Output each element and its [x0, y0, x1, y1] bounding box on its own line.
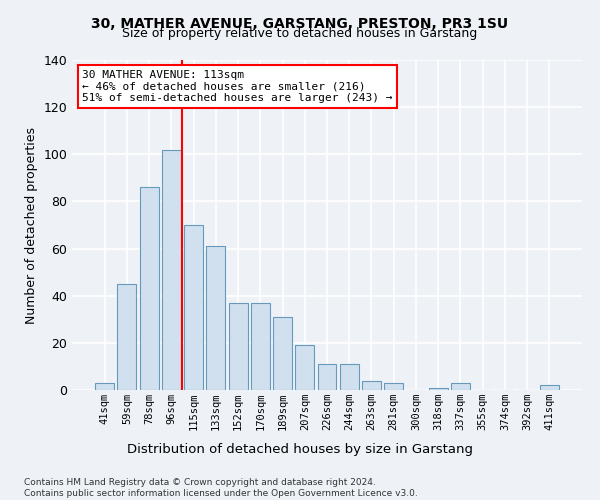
Text: Distribution of detached houses by size in Garstang: Distribution of detached houses by size … — [127, 442, 473, 456]
Bar — [273, 317, 292, 390]
Bar — [140, 188, 158, 390]
Bar — [118, 284, 136, 390]
Bar — [162, 150, 181, 390]
Bar — [251, 303, 270, 390]
Bar — [362, 380, 381, 390]
Y-axis label: Number of detached properties: Number of detached properties — [25, 126, 38, 324]
Text: 30 MATHER AVENUE: 113sqm
← 46% of detached houses are smaller (216)
51% of semi-: 30 MATHER AVENUE: 113sqm ← 46% of detach… — [82, 70, 392, 103]
Text: Size of property relative to detached houses in Garstang: Size of property relative to detached ho… — [122, 28, 478, 40]
Text: 30, MATHER AVENUE, GARSTANG, PRESTON, PR3 1SU: 30, MATHER AVENUE, GARSTANG, PRESTON, PR… — [91, 18, 509, 32]
Bar — [184, 225, 203, 390]
Bar — [295, 345, 314, 390]
Bar — [206, 246, 225, 390]
Bar — [429, 388, 448, 390]
Text: Contains HM Land Registry data © Crown copyright and database right 2024.
Contai: Contains HM Land Registry data © Crown c… — [24, 478, 418, 498]
Bar — [540, 386, 559, 390]
Bar — [384, 383, 403, 390]
Bar — [340, 364, 359, 390]
Bar — [229, 303, 248, 390]
Bar — [95, 383, 114, 390]
Bar — [317, 364, 337, 390]
Bar — [451, 383, 470, 390]
